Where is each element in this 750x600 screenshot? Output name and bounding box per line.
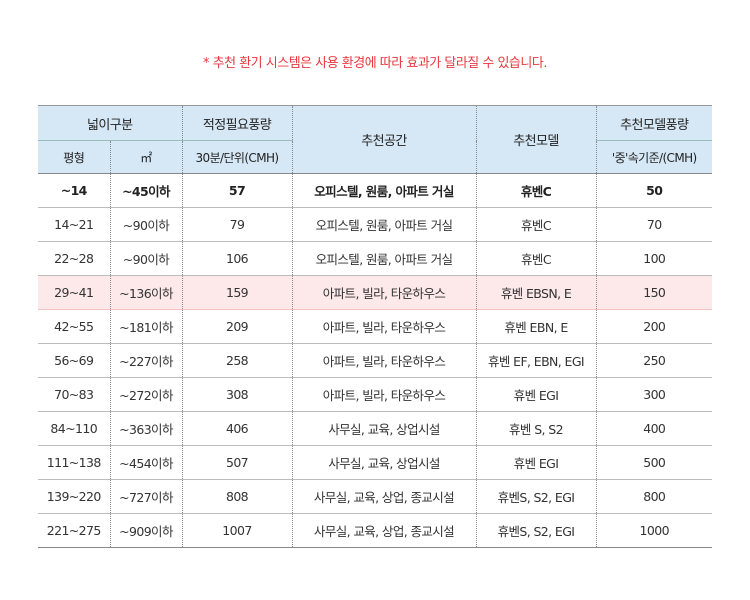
header-area: 넓이구분 [38, 105, 182, 141]
cell-required-flow: 507 [181, 445, 292, 480]
cell-required-flow: 1007 [181, 513, 292, 548]
cell-space: 오피스텔, 원룸, 아파트 거실 [291, 207, 476, 242]
table-row: 29~41 ~136이하 159 아파트, 빌라, 타운하우스 휴벤 EBSN, E 15… [38, 275, 712, 310]
cell-space: 오피스텔, 원룸, 아파트 거실 [291, 173, 476, 208]
notice-text: * 추천 환기 시스템은 사용 환경에 따라 효과가 달라질 수 있습니다. [203, 56, 547, 71]
cell-model-flow: 250 [595, 343, 712, 378]
cell-sqm: ~90이하 [109, 207, 182, 242]
cell-sqm: ~363이하 [109, 411, 182, 446]
header-required-unit: 30분/단위(CMH) [181, 140, 292, 174]
cell-required-flow: 308 [181, 377, 292, 412]
cell-model: 휴벤C [475, 241, 596, 276]
cell-sqm: ~136이하 [109, 275, 182, 310]
cell-space: 사무실, 교육, 상업시설 [291, 411, 476, 446]
cell-model: 휴벤 S, S2 [475, 411, 596, 446]
table-row: 42~55 ~181이하 209 아파트, 빌라, 타운하우스 휴벤 EBN, E 200 [38, 309, 712, 344]
cell-model: 휴벤C [475, 207, 596, 242]
cell-sqm: ~45이하 [109, 173, 182, 208]
header-model-flow: 추천모델풍량 [595, 105, 712, 141]
cell-pyeong: ~14 [38, 173, 110, 208]
cell-pyeong: 22~28 [38, 241, 110, 276]
cell-model-flow: 50 [595, 173, 712, 208]
cell-space: 사무실, 교육, 상업, 종교시설 [291, 513, 476, 548]
cell-pyeong: 221~275 [38, 513, 110, 548]
cell-model-flow: 400 [595, 411, 712, 446]
table-row: 70~83 ~272이하 308 아파트, 빌라, 타운하우스 휴벤 EGI 300 [38, 377, 712, 412]
cell-model: 휴벤S, S2, EGI [475, 513, 596, 548]
cell-required-flow: 209 [181, 309, 292, 344]
cell-model-flow: 150 [595, 275, 712, 310]
cell-model: 휴벤 EBN, E [475, 309, 596, 344]
header-sqm: ㎡ [109, 140, 182, 174]
cell-model: 휴벤 EBSN, E [475, 275, 596, 310]
cell-space: 아파트, 빌라, 타운하우스 [291, 343, 476, 378]
header-model-flow-unit: '중'속기준/(CMH) [595, 140, 712, 174]
cell-pyeong: 70~83 [38, 377, 110, 412]
cell-pyeong: 42~55 [38, 309, 110, 344]
table-row: 139~220 ~727이하 808 사무실, 교육, 상업, 종교시설 휴벤S, S2… [38, 479, 712, 514]
cell-required-flow: 159 [181, 275, 292, 310]
header-space: 추천공간 [291, 105, 476, 174]
cell-pyeong: 139~220 [38, 479, 110, 514]
cell-model-flow: 200 [595, 309, 712, 344]
cell-model-flow: 100 [595, 241, 712, 276]
cell-model: 휴벤S, S2, EGI [475, 479, 596, 514]
cell-space: 사무실, 교육, 상업, 종교시설 [291, 479, 476, 514]
cell-space: 사무실, 교육, 상업시설 [291, 445, 476, 480]
cell-pyeong: 56~69 [38, 343, 110, 378]
cell-sqm: ~181이하 [109, 309, 182, 344]
cell-pyeong: 111~138 [38, 445, 110, 480]
cell-sqm: ~272이하 [109, 377, 182, 412]
cell-model-flow: 500 [595, 445, 712, 480]
cell-space: 아파트, 빌라, 타운하우스 [291, 377, 476, 412]
cell-sqm: ~454이하 [109, 445, 182, 480]
cell-model-flow: 70 [595, 207, 712, 242]
recommendation-table: 넓이구분 적정필요풍량 추천공간 추천모델 추천모델풍량 평형 ㎡ 30분/단위… [38, 105, 712, 548]
table-row: 84~110 ~363이하 406 사무실, 교육, 상업시설 휴벤 S, S2 400 [38, 411, 712, 446]
cell-sqm: ~227이하 [109, 343, 182, 378]
cell-model-flow: 300 [595, 377, 712, 412]
cell-model-flow: 1000 [595, 513, 712, 548]
cell-required-flow: 57 [181, 173, 292, 208]
table-row: 22~28 ~90이하 106 오피스텔, 원룸, 아파트 거실 휴벤C 100 [38, 241, 712, 276]
cell-required-flow: 79 [181, 207, 292, 242]
cell-required-flow: 258 [181, 343, 292, 378]
cell-model: 휴벤 EF, EBN, EGI [475, 343, 596, 378]
cell-pyeong: 14~21 [38, 207, 110, 242]
header-required: 적정필요풍량 [181, 105, 292, 141]
cell-required-flow: 406 [181, 411, 292, 446]
cell-pyeong: 84~110 [38, 411, 110, 446]
table-row: 56~69 ~227이하 258 아파트, 빌라, 타운하우스 휴벤 EF, EBN, … [38, 343, 712, 378]
cell-model: 휴벤 EGI [475, 377, 596, 412]
cell-sqm: ~90이하 [109, 241, 182, 276]
header-model: 추천모델 [475, 105, 596, 174]
cell-pyeong: 29~41 [38, 275, 110, 310]
cell-sqm: ~727이하 [109, 479, 182, 514]
cell-model: 휴벤 EGI [475, 445, 596, 480]
table-row: 221~275 ~909이하 1007 사무실, 교육, 상업, 종교시설 휴벤S, S… [38, 513, 712, 548]
table-row: ~14 ~45이하 57 오피스텔, 원룸, 아파트 거실 휴벤C 50 [38, 173, 712, 208]
cell-model-flow: 800 [595, 479, 712, 514]
cell-required-flow: 808 [181, 479, 292, 514]
table-row: 111~138 ~454이하 507 사무실, 교육, 상업시설 휴벤 EGI 500 [38, 445, 712, 480]
cell-space: 오피스텔, 원룸, 아파트 거실 [291, 241, 476, 276]
cell-space: 아파트, 빌라, 타운하우스 [291, 275, 476, 310]
cell-model: 휴벤C [475, 173, 596, 208]
table-row: 14~21 ~90이하 79 오피스텔, 원룸, 아파트 거실 휴벤C 70 [38, 207, 712, 242]
header-pyeong: 평형 [38, 140, 110, 174]
cell-sqm: ~909이하 [109, 513, 182, 548]
cell-space: 아파트, 빌라, 타운하우스 [291, 309, 476, 344]
cell-required-flow: 106 [181, 241, 292, 276]
